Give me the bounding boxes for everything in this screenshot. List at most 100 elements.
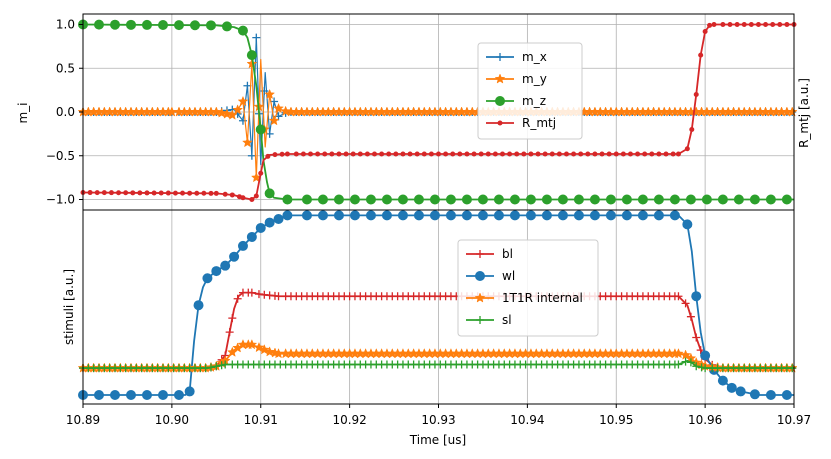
legend-item-sl: sl [466, 313, 512, 327]
marker-m-z [221, 21, 232, 32]
legend-label: R_mtj [522, 116, 556, 130]
x-tick-label: 10.94 [510, 413, 544, 427]
marker-r-mtj [478, 151, 484, 157]
marker-m-x [252, 33, 261, 42]
marker-sl [674, 360, 683, 369]
marker-wl [173, 390, 184, 401]
marker-r-mtj [734, 22, 740, 27]
marker-m-z [557, 194, 568, 205]
y-tick-label: −1.0 [46, 193, 75, 207]
marker-wl [237, 240, 248, 251]
y-tick-label: 0.0 [56, 105, 75, 119]
marker-sl [692, 362, 701, 371]
marker-wl [141, 390, 152, 401]
marker-wl [264, 217, 275, 228]
marker-bl [233, 294, 242, 303]
marker-r-mtj [386, 151, 392, 157]
marker-m-x [265, 129, 274, 138]
marker-r-mtj [428, 151, 434, 157]
marker-r-mtj [563, 151, 569, 157]
marker-r-mtj [450, 151, 456, 157]
marker-wl [93, 390, 104, 401]
marker-wl [691, 291, 702, 302]
top-ylabel: m_i [16, 102, 30, 123]
x-tick-label: 10.90 [155, 413, 189, 427]
marker-r-mtj [720, 22, 726, 27]
series-line-m-z [82, 23, 794, 201]
x-tick-label: 10.97 [777, 413, 811, 427]
marker-m-z [189, 20, 200, 31]
legend-marker [497, 120, 503, 126]
marker-wl [653, 210, 664, 221]
marker-r-mtj [279, 151, 285, 157]
marker-wl [493, 210, 504, 221]
marker-m-y [268, 115, 280, 126]
marker-m-y [210, 106, 222, 117]
x-tick-label: 10.91 [244, 413, 278, 427]
marker-r-mtj [702, 29, 708, 34]
marker-sl [221, 360, 230, 369]
marker-wl [349, 210, 360, 221]
marker-r-mtj [272, 152, 278, 158]
marker-m-y [216, 107, 228, 118]
marker-wl [429, 210, 440, 221]
marker-wl [413, 210, 424, 221]
marker-r-mtj [222, 191, 228, 197]
marker-r-mtj [421, 151, 427, 157]
bottom-series-layer [77, 210, 798, 401]
marker-r-mtj [507, 151, 513, 157]
legend-label: m_y [522, 72, 547, 86]
marker-r-mtj [613, 151, 619, 157]
marker-r-mtj [372, 151, 378, 157]
marker-m-z [733, 194, 744, 205]
marker-r-mtj [101, 190, 107, 196]
marker-r-mtj [265, 153, 271, 159]
legend-marker [476, 316, 484, 324]
marker-r-mtj [777, 22, 783, 27]
bottom-ylabel: stimuli [a.u.] [62, 269, 76, 345]
marker-m-z [109, 19, 120, 30]
marker-r-mtj [711, 22, 717, 27]
marker-r-mtj [748, 22, 754, 27]
legend-label: m_z [522, 94, 546, 108]
top-legend: m_x m_y m_z R_mtj [477, 42, 583, 140]
marker-r-mtj [229, 192, 235, 198]
marker-r-mtj [627, 151, 633, 157]
marker-m-z [365, 194, 376, 205]
marker-bl [274, 292, 283, 301]
y-tick-label: 0.5 [56, 61, 75, 75]
marker-r-mtj [642, 151, 648, 157]
marker-1t1r-internal [253, 341, 265, 353]
marker-m-z [765, 194, 776, 205]
marker-m-x [260, 87, 269, 95]
marker-r-mtj [350, 151, 356, 157]
marker-m-y [237, 95, 249, 107]
marker-r-mtj [556, 151, 562, 157]
bottom-xlabel: Time [us] [409, 433, 466, 447]
marker-bl [692, 333, 701, 342]
marker-r-mtj [770, 22, 776, 27]
marker-r-mtj [308, 151, 314, 157]
marker-r-mtj [123, 190, 129, 196]
x-tick-label: 10.93 [421, 413, 455, 427]
marker-m-y [232, 104, 244, 115]
legend-marker [474, 292, 486, 303]
marker-wl [735, 386, 746, 397]
legend-item-m-z: m_z [486, 94, 546, 108]
marker-m-z [141, 19, 152, 30]
y-tick-label: 1.0 [56, 18, 75, 32]
marker-sl [686, 358, 695, 367]
marker-r-mtj [620, 151, 626, 157]
marker-wl [193, 300, 204, 311]
marker-r-mtj [571, 151, 577, 157]
marker-r-mtj [514, 151, 520, 157]
marker-r-mtj [689, 127, 695, 132]
marker-wl [682, 219, 693, 230]
legend-label: m_x [522, 50, 547, 64]
marker-r-mtj [763, 22, 769, 27]
marker-m-y [226, 109, 238, 120]
legend-item-r-mtj: R_mtj [486, 116, 556, 130]
legend-item-bl: bl [466, 247, 513, 261]
marker-m-z [781, 194, 792, 205]
